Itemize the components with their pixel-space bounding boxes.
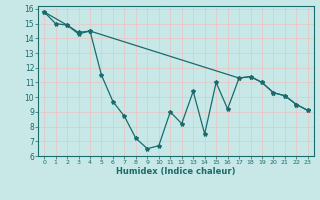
X-axis label: Humidex (Indice chaleur): Humidex (Indice chaleur)	[116, 167, 236, 176]
